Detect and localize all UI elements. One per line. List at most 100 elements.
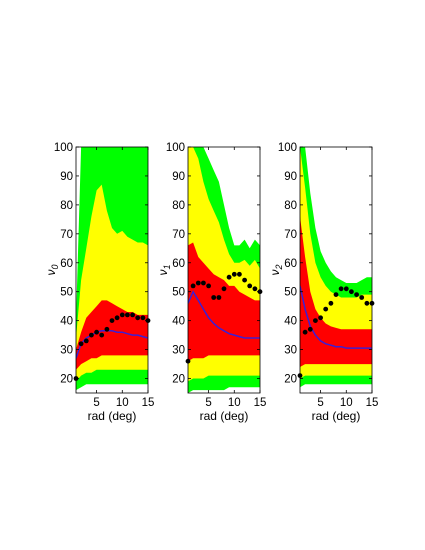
plot-area (188, 147, 260, 393)
data-point (359, 295, 365, 300)
y-tick-label: 90 (172, 171, 185, 183)
data-point (135, 315, 141, 321)
y-tick-label: 20 (284, 374, 297, 386)
data-point (83, 338, 89, 344)
y-tick-label: 90 (284, 171, 297, 183)
data-point (302, 329, 308, 335)
x-tick-label: 10 (116, 397, 129, 409)
x-tick-label: 15 (366, 397, 379, 409)
data-point (140, 315, 146, 321)
x-tick-label: 15 (254, 397, 267, 409)
data-point (338, 286, 344, 292)
data-point (195, 280, 201, 286)
panel-nu1: 20 30 40 50 60 70 80 90 100 5 10 15 rad (deg) ν1 (156, 142, 266, 423)
data-point (89, 332, 94, 338)
y-tick-label: 30 (172, 345, 185, 357)
y-axis-symbol: ν (156, 270, 170, 276)
data-point (119, 312, 125, 318)
data-point (307, 326, 313, 332)
data-point (211, 295, 217, 300)
y-tick-label: 30 (60, 345, 73, 357)
y-tick-label: 100 (54, 142, 73, 154)
data-point (206, 283, 212, 289)
panel-nu0: 20 30 40 50 60 70 80 90 100 5 10 15 rad (deg) ν0 (44, 142, 154, 423)
axes-frame (75, 146, 149, 394)
panel-nu2: 20 30 40 50 60 70 80 90 100 5 10 15 rad (deg) ν2 (268, 142, 378, 423)
y-tick-label: 80 (284, 200, 297, 212)
data-point (109, 318, 115, 323)
x-axis-label: rad (deg) (88, 409, 137, 423)
y-axis-label: ν0 (44, 264, 60, 275)
y-tick-label: 50 (60, 287, 73, 299)
y-tick-label: 90 (60, 171, 73, 183)
y-axis-label: ν2 (268, 264, 284, 275)
x-tick-label: 10 (228, 397, 241, 409)
y-tick-label: 60 (60, 258, 73, 270)
data-point (354, 292, 359, 297)
y-axis-symbol: ν (44, 270, 58, 276)
data-point (364, 300, 370, 306)
plot-area (300, 147, 372, 388)
y-tick-label: 30 (284, 345, 297, 357)
data-point (333, 292, 339, 297)
data-point (252, 286, 258, 292)
data-point (318, 315, 323, 321)
y-tick-label: 40 (284, 316, 297, 328)
x-tick-label: 10 (340, 397, 353, 409)
y-tick-label: 40 (60, 316, 73, 328)
x-tick-label: 15 (142, 397, 155, 409)
data-point (114, 315, 120, 321)
data-point (221, 286, 227, 292)
x-tick-label: 5 (93, 397, 99, 409)
y-tick-label: 100 (278, 142, 297, 154)
axes-frame (299, 146, 373, 394)
data-point (130, 312, 136, 318)
inner-band (188, 242, 260, 362)
data-point (242, 277, 248, 283)
y-tick-label: 60 (172, 258, 185, 270)
axes-frame (187, 146, 261, 394)
y-tick-label: 80 (172, 200, 185, 212)
y-tick-label: 70 (60, 229, 73, 241)
data-point (94, 329, 99, 335)
y-axis-subscript: 2 (274, 264, 284, 270)
y-tick-label: 50 (172, 287, 185, 299)
data-point (237, 271, 242, 277)
y-tick-label: 20 (60, 374, 73, 386)
y-tick-label: 70 (284, 229, 297, 241)
data-point (328, 300, 334, 306)
inner-band (76, 300, 148, 370)
data-point (190, 283, 196, 289)
x-tick-label: 5 (317, 397, 323, 409)
data-point (226, 274, 232, 280)
data-point (343, 286, 349, 292)
y-axis-symbol: ν (268, 270, 282, 276)
y-tick-label: 40 (172, 316, 185, 328)
data-point (349, 289, 354, 295)
y-axis-label: ν1 (156, 264, 172, 275)
x-tick-label: 5 (205, 397, 211, 409)
plot-area (76, 147, 148, 391)
data-point (78, 341, 84, 347)
y-tick-label: 50 (284, 287, 297, 299)
data-point (247, 283, 253, 289)
y-tick-label: 70 (172, 229, 185, 241)
data-point (201, 280, 206, 286)
x-axis-label: rad (deg) (312, 409, 361, 423)
data-point (313, 318, 318, 323)
y-axis-subscript: 0 (50, 264, 60, 269)
y-tick-label: 80 (60, 200, 73, 212)
y-axis-subscript: 1 (162, 264, 172, 269)
median-line (76, 330, 148, 359)
y-tick-label: 60 (284, 258, 297, 270)
data-point (323, 306, 329, 312)
data-point (216, 295, 222, 300)
median-line (188, 290, 260, 339)
data-point (231, 271, 237, 277)
data-point (99, 332, 105, 338)
data-point (125, 312, 130, 318)
x-axis-label: rad (deg) (200, 409, 249, 423)
inner-band (300, 216, 372, 367)
data-point (104, 326, 110, 332)
